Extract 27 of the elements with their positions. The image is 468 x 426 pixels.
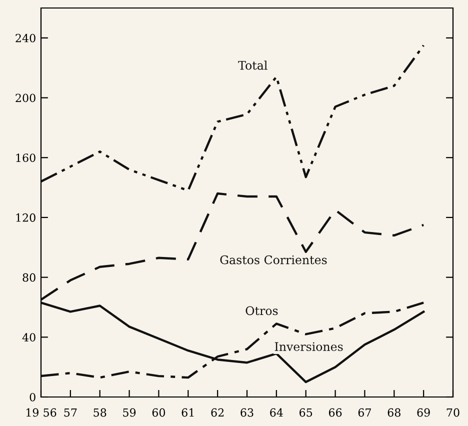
x-tick-label: 58 (94, 408, 106, 417)
y-tick-label: 0 (30, 392, 36, 402)
y-tick-label: 200 (16, 94, 36, 102)
y-tick-label: 120 (16, 213, 36, 222)
x-tick-label: 67 (358, 408, 371, 417)
x-tick-label: 69 (417, 408, 430, 417)
series-label: Gastos Corrientes (220, 255, 327, 264)
y-tick-label: 160 (16, 154, 36, 162)
y-tick-label: 40 (22, 333, 36, 342)
series-label: Total (238, 60, 268, 70)
line-series (41, 44, 425, 192)
x-tick-label: 60 (152, 408, 166, 417)
x-tick-label: 70 (446, 408, 460, 417)
x-tick-label: 65 (300, 408, 312, 417)
x-tick-label: 64 (270, 408, 283, 417)
y-tick-label: 240 (16, 34, 36, 42)
x-tick-label: 59 (123, 408, 136, 417)
x-tick-label: 68 (388, 408, 400, 417)
series-label: Inversiones (274, 342, 343, 352)
x-tick-label: 19 56 (26, 408, 56, 417)
x-tick-label: 66 (328, 408, 342, 417)
x-tick-label: 63 (240, 408, 254, 417)
y-tick-label: 80 (22, 273, 36, 282)
x-tick-label: 57 (64, 408, 77, 417)
x-tick-label: 62 (211, 408, 224, 417)
x-tick-label: 61 (182, 408, 194, 417)
series-label: Otros (246, 306, 278, 316)
